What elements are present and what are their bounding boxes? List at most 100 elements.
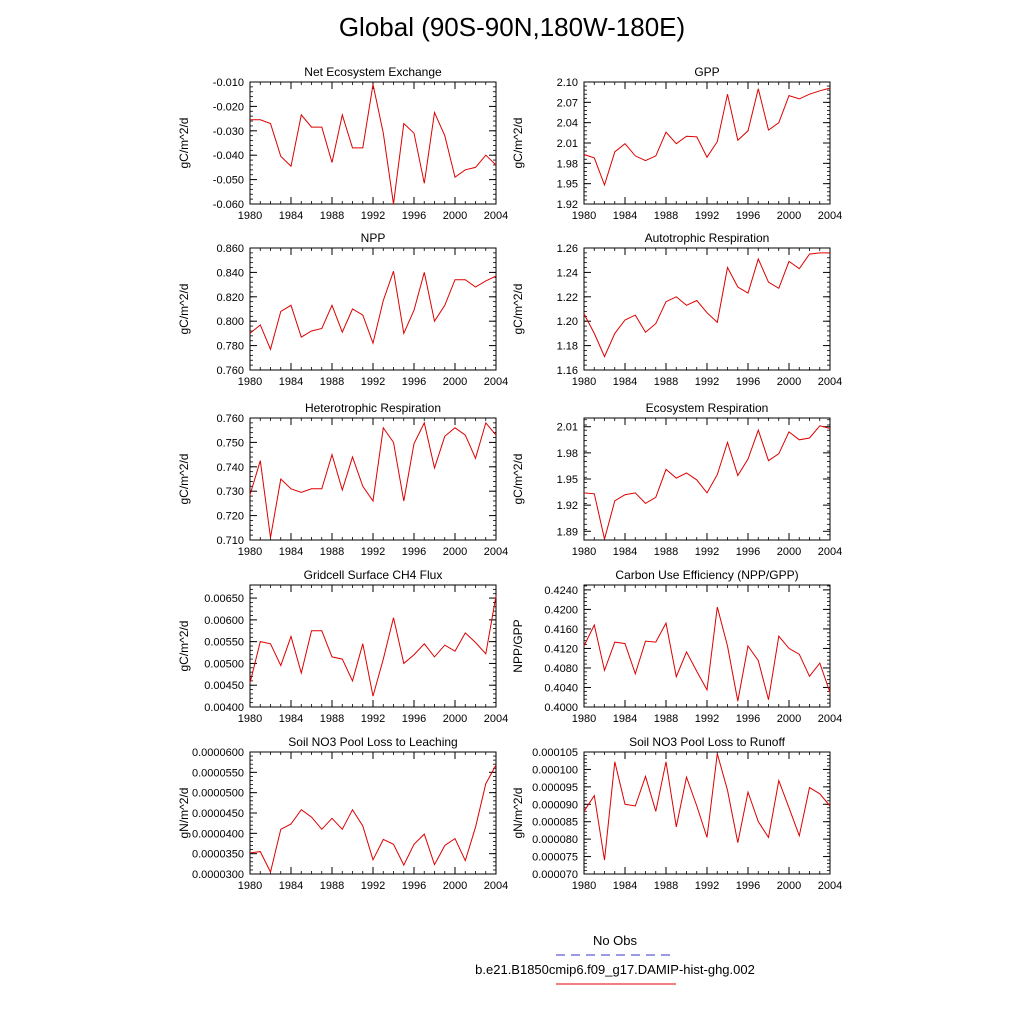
- chart-heterotrophic-respiration-ytick-label: 0.760: [216, 413, 244, 425]
- chart-ecosystem-respiration-ytick-label: 1.98: [557, 448, 578, 460]
- chart-soil-no3-pool-loss-to-leaching-xtick-label: 2004: [484, 880, 508, 892]
- chart-carbon-use-efficiency-npp-gpp-xtick-label: 2004: [818, 713, 842, 725]
- chart-npp-xtick-label: 2000: [443, 376, 467, 388]
- chart-soil-no3-pool-loss-to-runoff-xtick-label: 2000: [777, 880, 801, 892]
- chart-soil-no3-pool-loss-to-runoff-xtick-label: 1988: [654, 880, 678, 892]
- chart-gpp-xtick-label: 1980: [572, 210, 596, 222]
- chart-ecosystem-respiration-xtick-label: 1988: [654, 546, 678, 558]
- chart-net-ecosystem-exchange-ytick-label: -0.050: [213, 175, 244, 187]
- chart-ecosystem-respiration-ytick-label: 2.01: [557, 422, 578, 434]
- chart-soil-no3-pool-loss-to-leaching-xtick-label: 1980: [238, 880, 262, 892]
- chart-npp-xtick-label: 1984: [279, 376, 303, 388]
- chart-heterotrophic-respiration-xtick-label: 2000: [443, 546, 467, 558]
- chart-npp-xtick-label: 1996: [402, 376, 426, 388]
- chart-soil-no3-pool-loss-to-leaching-ylabel: gN/m^2/d: [177, 788, 191, 839]
- chart-heterotrophic-respiration-ytick-label: 0.750: [216, 437, 244, 449]
- chart-carbon-use-efficiency-npp-gpp-xtick-label: 1988: [654, 713, 678, 725]
- chart-soil-no3-pool-loss-to-leaching-series-line: [249, 764, 497, 874]
- chart-carbon-use-efficiency-npp-gpp-ytick-label: 0.4240: [544, 585, 578, 597]
- chart-heterotrophic-respiration-ytick-label: 0.730: [216, 486, 244, 498]
- chart-soil-no3-pool-loss-to-leaching-ytick-label: 0.0000500: [192, 788, 244, 800]
- chart-carbon-use-efficiency-npp-gpp-ytick-label: 0.4000: [544, 702, 578, 714]
- chart-gridcell-surface-ch4-flux-ylabel: gC/m^2/d: [177, 621, 191, 672]
- chart-net-ecosystem-exchange-xtick-label: 1988: [320, 210, 344, 222]
- chart-carbon-use-efficiency-npp-gpp-ytick-label: 0.4040: [544, 682, 578, 694]
- chart-soil-no3-pool-loss-to-runoff-ytick-label: 0.000080: [532, 834, 578, 846]
- chart-npp-ytick-label: 0.840: [216, 267, 244, 279]
- chart-carbon-use-efficiency-npp-gpp-xtick-label: 1980: [572, 713, 596, 725]
- chart-autotrophic-respiration-xtick-label: 1996: [736, 376, 760, 388]
- chart-autotrophic-respiration-xtick-label: 2000: [777, 376, 801, 388]
- chart-net-ecosystem-exchange-ytick-label: -0.060: [213, 199, 244, 211]
- chart-ecosystem-respiration: Ecosystem Respiration gC/m^2/d 1980 1984 198…: [511, 401, 842, 558]
- chart-npp-title: NPP: [361, 231, 386, 245]
- chart-gridcell-surface-ch4-flux-ytick-label: 0.00550: [204, 637, 244, 649]
- chart-gpp-xtick-label: 1992: [695, 210, 719, 222]
- chart-heterotrophic-respiration-series-line: [249, 421, 497, 538]
- chart-gridcell-surface-ch4-flux-title: Gridcell Surface CH4 Flux: [304, 568, 443, 582]
- chart-gpp-xtick-label: 1984: [613, 210, 637, 222]
- chart-npp-ytick-label: 0.760: [216, 365, 244, 377]
- chart-autotrophic-respiration-xtick-label: 1988: [654, 376, 678, 388]
- chart-net-ecosystem-exchange-ytick-label: -0.040: [213, 150, 244, 162]
- chart-gpp-frame: [583, 81, 831, 205]
- chart-gridcell-surface-ch4-flux-xtick-label: 2000: [443, 713, 467, 725]
- chart-gpp-xtick-label: 2000: [777, 210, 801, 222]
- chart-gpp-ytick-label: 2.04: [557, 118, 578, 130]
- chart-npp-xtick-label: 1980: [238, 376, 262, 388]
- chart-net-ecosystem-exchange-frame: [249, 81, 497, 205]
- page-title: Global (90S-90N,180W-180E): [338, 12, 686, 42]
- chart-gridcell-surface-ch4-flux-ytick-label: 0.00600: [204, 615, 244, 627]
- chart-net-ecosystem-exchange-title: Net Ecosystem Exchange: [304, 65, 442, 79]
- chart-ecosystem-respiration-xtick-label: 1996: [736, 546, 760, 558]
- chart-heterotrophic-respiration-xtick-label: 1996: [402, 546, 426, 558]
- chart-npp-ytick-label: 0.860: [216, 243, 244, 255]
- chart-soil-no3-pool-loss-to-runoff-frame: [583, 751, 831, 875]
- chart-soil-no3-pool-loss-to-runoff-ytick-label: 0.000105: [532, 747, 578, 759]
- chart-soil-no3-pool-loss-to-runoff-ytick-label: 0.000085: [532, 817, 578, 829]
- chart-carbon-use-efficiency-npp-gpp-ytick-label: 0.4200: [544, 604, 578, 616]
- chart-soil-no3-pool-loss-to-runoff-ytick-label: 0.000090: [532, 799, 578, 811]
- chart-autotrophic-respiration-xtick-label: 1980: [572, 376, 596, 388]
- chart-autotrophic-respiration-title: Autotrophic Respiration: [645, 231, 770, 245]
- chart-autotrophic-respiration-ytick-label: 1.24: [557, 267, 578, 279]
- chart-ecosystem-respiration-frame: [583, 417, 831, 541]
- chart-autotrophic-respiration-ylabel: gC/m^2/d: [511, 284, 525, 335]
- chart-carbon-use-efficiency-npp-gpp-ytick-label: 0.4120: [544, 643, 578, 655]
- chart-npp-ytick-label: 0.800: [216, 316, 244, 328]
- chart-npp: NPP gC/m^2/d 1980 1984 1988 1992 1996 2000 2004 0…: [177, 231, 508, 388]
- chart-gpp: GPP gC/m^2/d 1980 1984 1988 1992 1996 2000 2004 1…: [511, 65, 842, 222]
- chart-gridcell-surface-ch4-flux-xtick-label: 1984: [279, 713, 303, 725]
- chart-soil-no3-pool-loss-to-runoff-ytick-label: 0.000100: [532, 764, 578, 776]
- chart-soil-no3-pool-loss-to-leaching: Soil NO3 Pool Loss to Leaching gN/m^2/d 19…: [177, 735, 508, 892]
- chart-soil-no3-pool-loss-to-runoff-title: Soil NO3 Pool Loss to Runoff: [629, 735, 786, 749]
- chart-gridcell-surface-ch4-flux-xtick-label: 1996: [402, 713, 426, 725]
- chart-gridcell-surface-ch4-flux-xtick-label: 1980: [238, 713, 262, 725]
- chart-heterotrophic-respiration-title: Heterotrophic Respiration: [305, 401, 441, 415]
- chart-soil-no3-pool-loss-to-runoff-xtick-label: 1996: [736, 880, 760, 892]
- chart-npp-ytick-label: 0.780: [216, 341, 244, 353]
- chart-npp-xtick-label: 2004: [484, 376, 508, 388]
- chart-soil-no3-pool-loss-to-runoff-xtick-label: 1992: [695, 880, 719, 892]
- chart-npp-ylabel: gC/m^2/d: [177, 284, 191, 335]
- chart-soil-no3-pool-loss-to-leaching-ytick-label: 0.0000400: [192, 828, 244, 840]
- chart-ecosystem-respiration-title: Ecosystem Respiration: [646, 401, 769, 415]
- chart-heterotrophic-respiration-frame: [249, 417, 497, 541]
- chart-autotrophic-respiration-xtick-label: 1984: [613, 376, 637, 388]
- chart-autotrophic-respiration-series-line: [583, 252, 830, 358]
- chart-autotrophic-respiration-ytick-label: 1.22: [557, 292, 578, 304]
- chart-soil-no3-pool-loss-to-leaching-xtick-label: 1996: [402, 880, 426, 892]
- chart-gridcell-surface-ch4-flux-ytick-label: 0.00650: [204, 593, 244, 605]
- chart-gpp-ytick-label: 1.98: [557, 158, 578, 170]
- legend-model-label: b.e21.B1850cmip6.f09_g17.DAMIP-hist-ghg.…: [475, 962, 755, 977]
- legend-obs-label: No Obs: [592, 933, 638, 948]
- chart-gridcell-surface-ch4-flux-series-line: [249, 595, 497, 697]
- chart-soil-no3-pool-loss-to-leaching-ytick-label: 0.0000550: [192, 767, 244, 779]
- chart-autotrophic-respiration-frame: [583, 247, 831, 371]
- chart-autotrophic-respiration-ytick-label: 1.20: [557, 316, 578, 328]
- chart-heterotrophic-respiration-xtick-label: 1984: [279, 546, 303, 558]
- chart-soil-no3-pool-loss-to-runoff-xtick-label: 2004: [818, 880, 842, 892]
- chart-autotrophic-respiration-xtick-label: 1992: [695, 376, 719, 388]
- chart-gridcell-surface-ch4-flux-frame: [249, 584, 497, 708]
- chart-gridcell-surface-ch4-flux-ytick-label: 0.00400: [204, 702, 244, 714]
